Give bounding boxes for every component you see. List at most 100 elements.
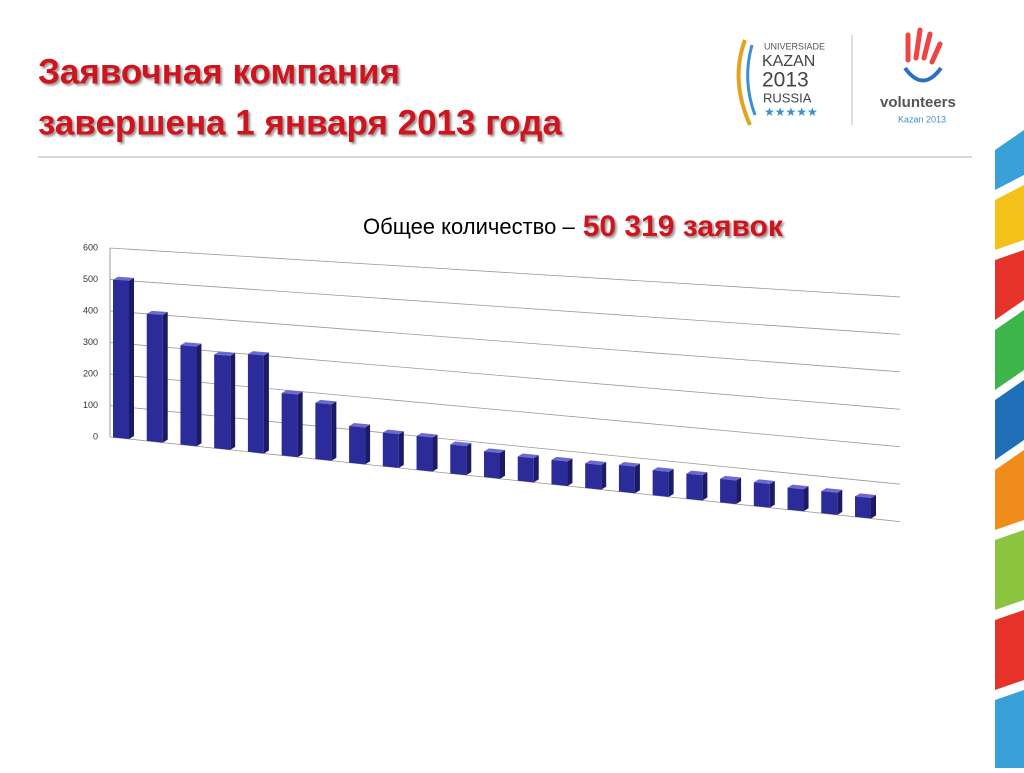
bar-top (618, 462, 640, 467)
bar-side (263, 352, 269, 454)
title-line: завершена 1 января 2013 года (38, 103, 562, 142)
bar (281, 393, 298, 458)
bar-top (821, 488, 843, 493)
y-tick-label: 200 (83, 368, 98, 378)
title-line: Заявочная компания (38, 52, 400, 91)
y-tick-label: 400 (83, 305, 98, 315)
bar-top (214, 351, 236, 356)
bar-side (129, 277, 134, 440)
bar (214, 354, 231, 450)
bar (416, 436, 433, 472)
bar-side (162, 312, 168, 443)
bar (247, 354, 264, 454)
y-tick-label: 500 (83, 274, 98, 284)
bar-side (803, 486, 809, 512)
logo-text: volunteers (880, 94, 956, 111)
bar-top (113, 276, 134, 281)
y-tick-label: 0 (93, 431, 98, 441)
logo-text: UNIVERSIADE (764, 41, 825, 51)
svg-text:★★★★★: ★★★★★ (764, 105, 818, 119)
bar-top (247, 351, 269, 356)
bar-top (315, 399, 337, 405)
bar (821, 491, 838, 515)
y-tick-label: 600 (83, 242, 98, 252)
bar-side (500, 449, 505, 479)
bar-top (281, 390, 303, 395)
bar-top (180, 342, 202, 347)
grid-line (109, 247, 901, 298)
bar-top (551, 456, 573, 462)
bar-side (567, 458, 573, 486)
grid-line (109, 342, 901, 410)
y-tick-label: 300 (83, 337, 98, 347)
bar (618, 465, 635, 494)
bar-top (450, 441, 472, 447)
side-stripes (995, 130, 1024, 768)
bar (753, 482, 770, 508)
bar-top (787, 484, 809, 490)
bar (315, 402, 332, 461)
bar-top (753, 479, 775, 484)
bar-side (466, 443, 472, 476)
bar-side (601, 461, 607, 490)
bar (517, 456, 534, 483)
grid-line (109, 310, 901, 373)
bar-side (533, 455, 539, 483)
bar (720, 478, 737, 505)
bar-top (416, 433, 438, 438)
grid-line (109, 373, 901, 448)
bar (349, 425, 366, 465)
logo-text: KAZAN (762, 53, 815, 70)
bar-top (686, 470, 708, 476)
volunteers-logo: volunteers Kazan 2013 (880, 27, 956, 124)
bar-side (196, 343, 202, 447)
logo-text: Kazan 2013 (898, 114, 946, 124)
bar-top (146, 310, 168, 316)
bar (686, 473, 703, 501)
bar-side (702, 472, 708, 501)
bar (855, 496, 871, 519)
y-tick-label: 100 (83, 400, 98, 410)
bar-side (230, 352, 236, 450)
subtitle: Общее количество – 50 319 заявок (363, 210, 784, 243)
bar-side (668, 468, 674, 497)
bar-side (432, 434, 438, 472)
bar-side (398, 431, 404, 468)
bar-side (769, 480, 775, 508)
bar-side (365, 424, 371, 465)
bar-side (736, 477, 742, 505)
logo-text: RUSSIA (763, 90, 812, 105)
total: 50 319 заявок (583, 210, 784, 243)
bar-side (837, 489, 843, 515)
bar (585, 463, 602, 490)
bar-top (585, 460, 607, 465)
universiade-logo: UNIVERSIADE KAZAN 2013 RUSSIA ★★★★★ (736, 39, 825, 126)
bar-top (517, 453, 539, 459)
bar (484, 451, 500, 479)
bar-top (382, 429, 404, 435)
bar-top (349, 422, 371, 428)
bar-side (297, 391, 303, 458)
bar (382, 432, 399, 468)
bar-top (720, 475, 742, 481)
bar (551, 459, 568, 486)
logo-text: 2013 (762, 69, 809, 92)
bar-top (484, 448, 505, 453)
subtitle-text: Общее количество – (363, 214, 575, 239)
bar-top (855, 493, 876, 499)
grid-line (109, 279, 901, 335)
bar (652, 470, 669, 497)
grid-line (109, 436, 901, 523)
bar-top (652, 467, 674, 472)
bar-side (871, 495, 876, 519)
bar (787, 487, 804, 512)
bar-side (634, 463, 640, 494)
bar (146, 313, 163, 443)
bar (180, 345, 197, 447)
bar-side (331, 401, 337, 461)
bar (450, 444, 467, 476)
grid-line (109, 405, 901, 485)
bar (113, 279, 129, 440)
